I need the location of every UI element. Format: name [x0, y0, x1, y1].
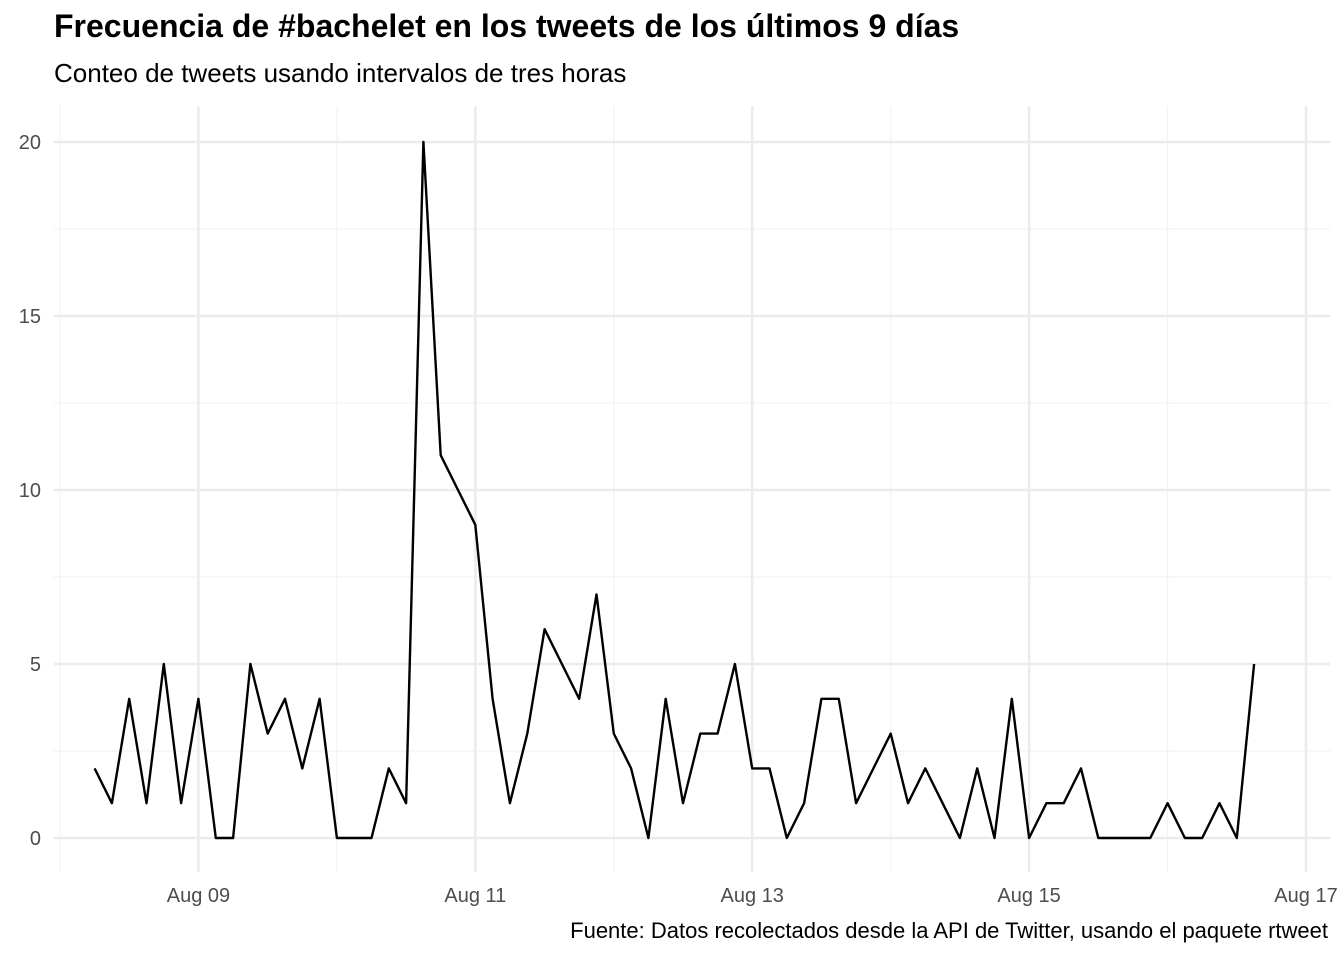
x-tick-label: Aug 17 [1274, 885, 1337, 907]
x-axis-tick-labels: Aug 09 Aug 11 Aug 13 Aug 15 Aug 17 [167, 885, 1338, 907]
x-tick-label: Aug 09 [167, 885, 230, 907]
y-axis-tick-labels: 0 5 10 15 20 [19, 132, 41, 850]
x-tick-label: Aug 11 [444, 885, 506, 907]
chart-subtitle: Conteo de tweets usando intervalos de tr… [54, 58, 627, 88]
series-group [93, 140, 1256, 840]
y-tick-label: 0 [30, 828, 41, 850]
series-line [93, 140, 1256, 840]
y-tick-label: 20 [19, 132, 41, 154]
major-gridlines [54, 106, 1330, 872]
y-tick-label: 10 [19, 480, 41, 502]
y-tick-label: 15 [19, 306, 41, 328]
x-tick-label: Aug 13 [721, 885, 784, 907]
chart-caption: Fuente: Datos recolectados desde la API … [570, 918, 1328, 943]
y-tick-label: 5 [30, 654, 41, 676]
x-tick-label: Aug 15 [997, 885, 1060, 907]
chart-title: Frecuencia de #bachelet en los tweets de… [54, 8, 960, 44]
